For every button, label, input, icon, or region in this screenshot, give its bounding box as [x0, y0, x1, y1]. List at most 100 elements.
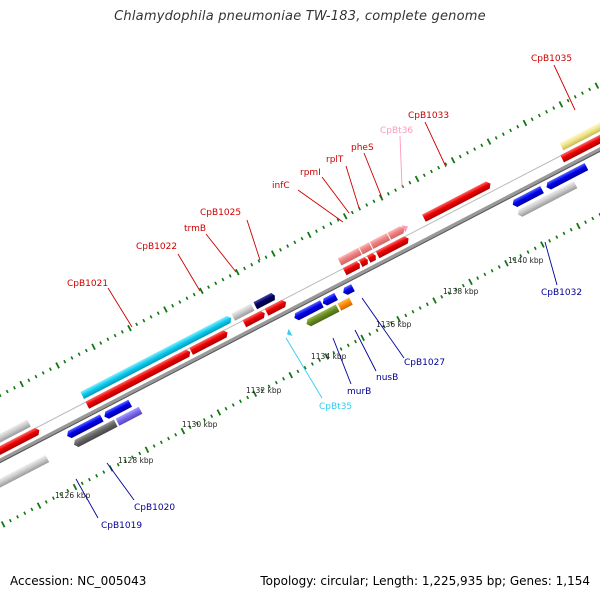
gene-arrow-rplt[interactable]: [369, 233, 391, 249]
tick-major: [19, 380, 24, 388]
gene-arrow-red[interactable]: [358, 256, 370, 267]
trna-arrow-cpbt36[interactable]: [401, 223, 410, 233]
tick-major: [55, 362, 60, 369]
tick-minor: [454, 287, 458, 292]
gene-arrow-cpb1020[interactable]: [65, 414, 104, 439]
gene-arrow-red[interactable]: [375, 235, 411, 259]
feature-cpb1021[interactable]: [80, 315, 233, 400]
tick-minor: [555, 235, 559, 239]
gene-arrow-cpb1021-orf[interactable]: [85, 348, 192, 409]
tick-minor: [329, 221, 333, 226]
gene-arrow-blue[interactable]: [545, 162, 589, 191]
tick-major: [252, 390, 258, 398]
gene-arrow-cpb1033[interactable]: [422, 180, 492, 222]
tick-minor: [300, 236, 304, 241]
tick-minor: [465, 151, 469, 155]
label-leaders: [75, 64, 576, 519]
gene-label-cpb1022[interactable]: CpB1022: [136, 242, 177, 252]
tick-minor: [149, 315, 153, 319]
gene-label-cpb1019[interactable]: CpB1019: [101, 521, 142, 531]
gene-arrow-cpb1035[interactable]: [559, 117, 600, 151]
backbone-strand-upper: [0, 147, 600, 463]
tick-minor: [545, 110, 549, 114]
gene-arrow-trmb[interactable]: [253, 292, 276, 310]
tick-minor: [526, 250, 530, 254]
gene-arrow-cpb1020-orf[interactable]: [115, 406, 143, 426]
gene-arrow-grey[interactable]: [0, 455, 50, 511]
tick-minor: [221, 277, 225, 282]
gene-arrow-red[interactable]: [264, 299, 288, 316]
trna-arrow-cpbt35[interactable]: [285, 328, 293, 338]
gene-label-infc[interactable]: infC: [272, 181, 290, 191]
tick-major: [72, 483, 78, 491]
gene-arrow-blue[interactable]: [321, 292, 338, 307]
tick-minor: [113, 333, 117, 338]
gene-arrow-red[interactable]: [342, 260, 362, 276]
kbp-label: 1126 kbp: [55, 491, 91, 500]
tick-minor: [59, 492, 63, 497]
leader-murb: [332, 337, 352, 385]
gene-label-cpbt36[interactable]: CpBt36: [380, 126, 413, 136]
gene-arrow-rpmi[interactable]: [359, 242, 373, 255]
gene-label-cpbt35[interactable]: CpBt35: [319, 402, 352, 412]
tick-minor: [566, 98, 570, 103]
tick-minor: [336, 218, 340, 222]
tick-minor: [231, 403, 235, 407]
leader-rpmi: [321, 176, 350, 214]
gene-arrow-red[interactable]: [366, 252, 378, 263]
tick-major: [378, 194, 384, 201]
gene-label-cpb1035[interactable]: CpB1035: [531, 54, 572, 64]
gene-arrow-orange[interactable]: [337, 297, 353, 311]
tick-minor: [142, 318, 146, 323]
tick-minor: [509, 128, 513, 133]
tick-major: [432, 297, 437, 304]
tick-minor: [411, 309, 415, 314]
gene-label-murb[interactable]: murB: [347, 387, 371, 397]
tick-minor: [167, 436, 171, 441]
tick-major: [360, 334, 365, 342]
kbp-label: 1132 kbp: [246, 386, 282, 395]
tick-minor: [537, 113, 541, 118]
gene-arrow-grey[interactable]: [516, 181, 578, 218]
tick-major: [288, 371, 294, 379]
gene-label-cpb1032[interactable]: CpB1032: [541, 288, 582, 298]
gene-arrow-blue[interactable]: [103, 399, 133, 420]
tick-minor: [573, 95, 577, 99]
gene-label-phes[interactable]: pheS: [351, 143, 374, 153]
leader-infc: [297, 189, 344, 223]
tick-minor: [490, 268, 494, 273]
tick-minor: [353, 339, 357, 344]
tick-major: [540, 241, 545, 248]
tick-minor: [444, 162, 448, 166]
tick-major: [468, 278, 473, 286]
gene-arrow-red[interactable]: [242, 310, 267, 328]
gene-label-cpb1025[interactable]: CpB1025: [200, 208, 241, 218]
tick-minor: [461, 283, 465, 288]
gene-arrow-blue[interactable]: [293, 300, 324, 321]
gene-arrow-grey[interactable]: [0, 419, 31, 476]
gene-arrow-nusb[interactable]: [341, 284, 355, 296]
gene-label-cpb1033[interactable]: CpB1033: [408, 111, 449, 121]
gene-arrow-red[interactable]: [560, 127, 600, 163]
gene-label-cpb1020[interactable]: CpB1020: [134, 503, 175, 513]
gene-arrow-cpb1032[interactable]: [511, 186, 544, 208]
gene-arrow-cpb1019[interactable]: [72, 419, 118, 449]
tick-major: [127, 324, 132, 332]
gene-label-cpb1021[interactable]: CpB1021: [67, 279, 108, 289]
gene-label-rplt[interactable]: rplT: [326, 155, 344, 165]
gene-label-cpb1027[interactable]: CpB1027: [404, 358, 445, 368]
gene-arrow-cpb1022[interactable]: [231, 303, 255, 321]
tick-minor: [552, 106, 556, 110]
gene-label-trmb[interactable]: trmB: [184, 224, 206, 234]
gene-label-nusb[interactable]: nusB: [376, 373, 398, 383]
gene-arrow-infc[interactable]: [337, 247, 362, 266]
tick-minor: [0, 393, 2, 398]
gene-arrow-red[interactable]: [0, 427, 41, 485]
tick-minor: [437, 165, 441, 170]
leader-cpb1027: [361, 297, 405, 359]
gene-label-rpmi[interactable]: rpmI: [300, 168, 321, 178]
gene-arrow-phes[interactable]: [387, 225, 406, 240]
gene-arrow-murb[interactable]: [305, 304, 340, 327]
gene-arrow-red[interactable]: [189, 329, 229, 355]
tick-major: [576, 222, 581, 230]
